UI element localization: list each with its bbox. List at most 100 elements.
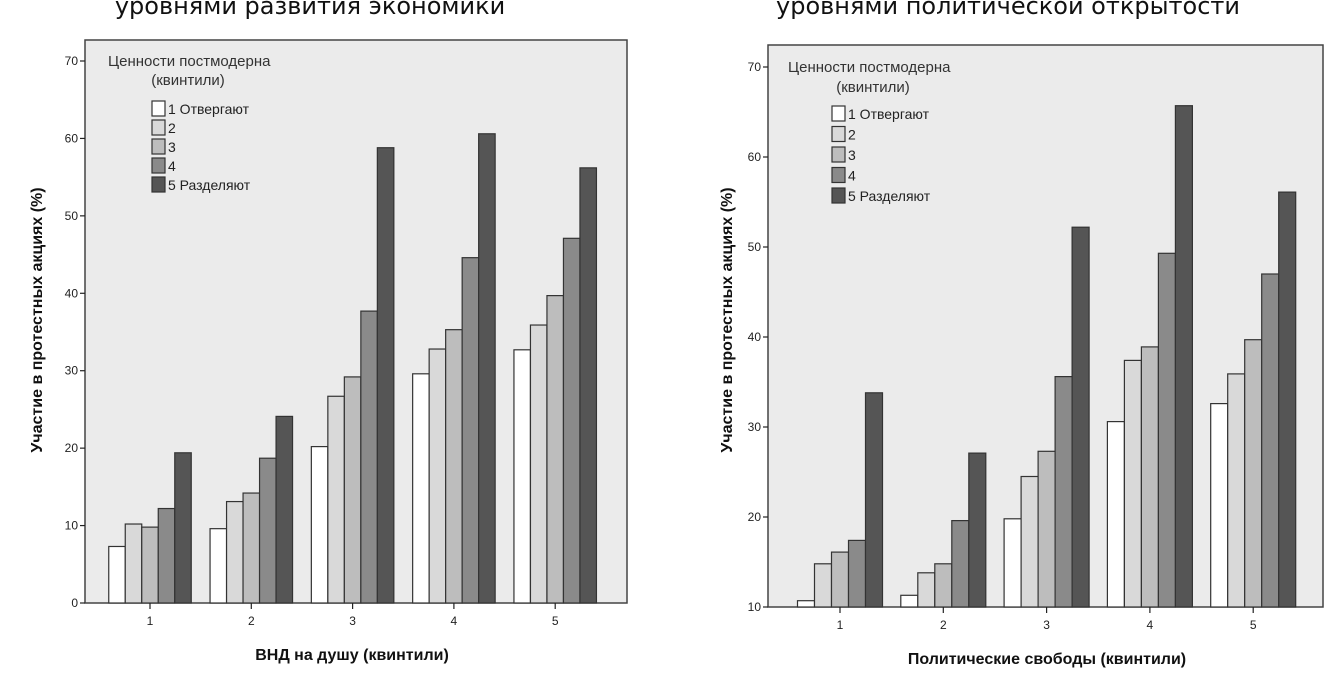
- chart-2-bar-cat3-series3: [1037, 450, 1056, 608]
- chart-2-bar-cat1-series2: [813, 563, 833, 608]
- chart-2-legend-label-4: 4: [848, 168, 856, 184]
- chart-1-bar-cat3-series2: [327, 395, 345, 604]
- chart-2-legend-label-3: 3: [848, 147, 856, 163]
- chart-1-x-tick-label: 5: [552, 614, 559, 628]
- chart-1-bar-cat1-series3: [141, 526, 159, 604]
- chart-1-legend-label-3: 3: [168, 139, 176, 155]
- chart-1-bar-cat3-series3: [343, 376, 362, 604]
- chart-1-legend-swatch-4: [151, 157, 166, 174]
- chart-1-bar-cat2-series5: [275, 415, 294, 604]
- chart-1-bar-cat5-series2: [529, 324, 548, 604]
- chart-1-legend-label-2: 2: [168, 120, 176, 136]
- chart-1-legend-label-1: 1 Отвергают: [168, 101, 250, 117]
- chart-2-bar-cat4-series1: [1106, 421, 1126, 608]
- chart-2-bar-cat3-series4: [1054, 376, 1073, 608]
- chart-2-bar-cat5-series4: [1261, 273, 1280, 608]
- chart-2-bar-cat2-series5: [968, 452, 987, 608]
- chart-1-legend-label-5: 5 Разделяют: [168, 177, 251, 193]
- chart-1-legend-swatch-1: [151, 100, 166, 117]
- chart-2-x-tick-label: 2: [940, 618, 947, 632]
- chart-2-bar-cat4-series2: [1123, 359, 1143, 608]
- chart-1-bar-cat1-series5: [174, 452, 192, 604]
- chart-2-bar-cat4-series5: [1174, 105, 1194, 608]
- chart-2-bar-cat1-series3: [830, 551, 850, 608]
- chart-1-title: уровнями развития экономики: [115, 0, 505, 20]
- chart-1-x-tick-label: 1: [147, 614, 154, 628]
- chart-2-y-tick-label: 20: [748, 510, 762, 524]
- chart-1-bar-cat2-series3: [242, 492, 261, 604]
- chart-2-legend-swatch-3: [831, 146, 846, 163]
- chart-2-x-tick-label: 5: [1250, 618, 1257, 632]
- chart-1-legend-title: Ценности постмодерна: [108, 53, 271, 70]
- chart-1-bar-cat4-series4: [461, 257, 480, 604]
- chart-1-y-tick-label: 20: [65, 441, 79, 455]
- chart-1-x-tick-label: 4: [451, 614, 458, 628]
- chart-1-bar-cat3-series5: [376, 147, 395, 604]
- chart-1-y-tick-label: 70: [65, 54, 79, 68]
- chart-2-y-tick-label: 60: [748, 150, 762, 164]
- chart-1-y-tick-label: 50: [65, 209, 79, 223]
- chart-2-x-axis-label: Политические свободы (квинтили): [908, 651, 1186, 668]
- chart-1-y-axis-label: Участие в протестных акциях (%): [29, 187, 46, 452]
- chart-1-bar-cat4-series3: [445, 329, 463, 604]
- chart-2-bar-cat5-series2: [1227, 373, 1246, 608]
- chart-1-bar-cat5-series1: [513, 349, 532, 604]
- chart-2-bar-cat5-series5: [1278, 191, 1297, 608]
- chart-2-bar-cat2-series3: [934, 563, 953, 608]
- chart-1-y-tick-label: 60: [65, 131, 79, 145]
- chart-1-bar-cat4-series2: [428, 348, 447, 604]
- chart-1-legend-swatch-5: [151, 176, 166, 193]
- chart-2-bar-cat3-series5: [1071, 226, 1090, 608]
- chart-1-legend-swatch-3: [151, 138, 166, 155]
- chart-1-y-tick-label: 10: [65, 519, 79, 533]
- chart-2-legend-label-2: 2: [848, 127, 856, 143]
- chart-1-bar-cat5-series4: [562, 237, 581, 604]
- chart-1-x-axis-label: ВНД на душу (квинтили): [255, 647, 449, 664]
- chart-2-legend-swatch-5: [831, 187, 846, 204]
- chart-1-bar-cat4-series1: [412, 373, 430, 604]
- chart-2-y-tick-label: 30: [748, 420, 762, 434]
- chart-1-bar-cat1-series1: [108, 545, 126, 604]
- chart-2-x-tick-label: 1: [837, 618, 844, 632]
- chart-1-bar-cat2-series4: [258, 457, 277, 604]
- chart-1-y-tick-label: 30: [65, 364, 79, 378]
- chart-2-bar-cat3-series2: [1020, 475, 1039, 608]
- chart-1-bar-cat5-series5: [579, 167, 598, 604]
- chart-1-bar-cat4-series5: [478, 133, 496, 604]
- chart-1-x-tick-label: 2: [248, 614, 255, 628]
- chart-2-bar-cat1-series4: [847, 539, 867, 608]
- chart-2-bar-cat1-series1: [796, 600, 816, 608]
- chart-1-bar-cat3-series1: [310, 445, 329, 604]
- chart-2-bar-cat2-series2: [917, 572, 936, 608]
- chart-1-legend-subtitle: (квинтили): [151, 72, 225, 89]
- chart-2-legend-label-1: 1 Отвергают: [848, 106, 930, 122]
- chart-2-y-tick-label: 50: [748, 240, 762, 254]
- chart-2-bar-cat2-series1: [900, 594, 919, 608]
- chart-1-bar-cat2-series1: [209, 528, 228, 604]
- chart-2-legend-label-5: 5 Разделяют: [848, 188, 931, 204]
- chart-2-y-tick-label: 10: [748, 600, 762, 614]
- chart-2-legend-swatch-4: [831, 166, 846, 184]
- chart-2-y-axis-label: Участие в протестных акциях (%): [719, 187, 736, 452]
- chart-1-bar-cat1-series2: [124, 523, 143, 604]
- chart-1-y-tick-label: 0: [71, 596, 78, 610]
- chart-2-x-tick-label: 3: [1043, 618, 1050, 632]
- chart-2-legend-title: Ценности постмодерна: [788, 59, 951, 76]
- chart-2-y-tick-label: 70: [748, 60, 762, 74]
- chart-2-title: уровнями политической открытости: [776, 0, 1240, 20]
- chart-2-bar-cat3-series1: [1003, 518, 1022, 608]
- chart-2-bar-cat4-series4: [1157, 252, 1177, 608]
- chart-1-bar-cat2-series2: [225, 500, 244, 604]
- chart-2-bar-cat4-series3: [1140, 346, 1160, 608]
- chart-2-legend-subtitle: (квинтили): [836, 79, 910, 96]
- chart-1-bar-cat5-series3: [546, 295, 565, 604]
- chart-2-legend-swatch-1: [831, 105, 846, 122]
- chart-1-x-tick-label: 3: [349, 614, 356, 628]
- chart-2-x-tick-label: 4: [1147, 618, 1154, 632]
- chart-2-bar-cat5-series3: [1244, 339, 1263, 608]
- chart-2-bar-cat2-series4: [951, 519, 970, 608]
- chart-2-legend-swatch-2: [831, 125, 846, 143]
- chart-1-y-tick-label: 40: [65, 286, 79, 300]
- chart-2-bar-cat1-series5: [864, 392, 884, 608]
